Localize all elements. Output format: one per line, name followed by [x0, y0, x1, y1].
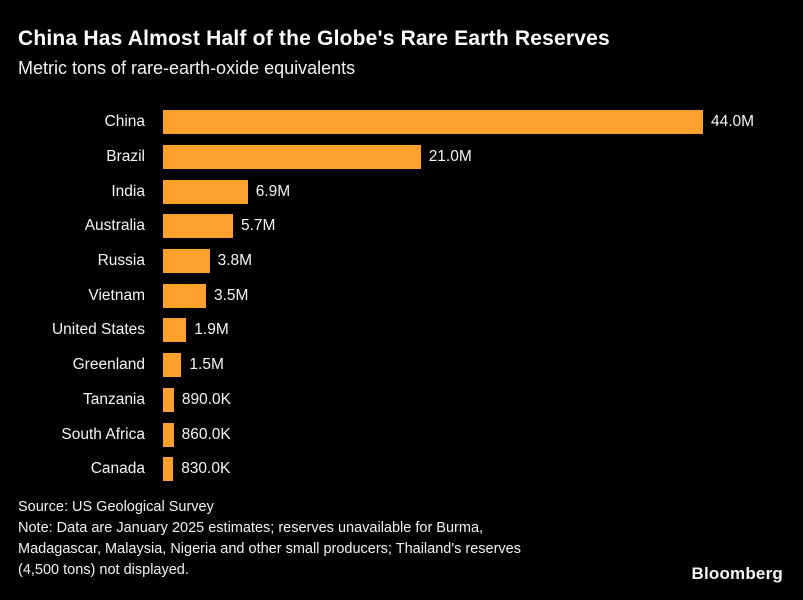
bar — [163, 422, 174, 447]
bar-area: 21.0M — [163, 140, 803, 175]
chart-footer: Source: US Geological Survey Note: Data … — [0, 497, 698, 581]
bar-label: Russia — [97, 252, 145, 270]
bar-area: 1.9M — [163, 313, 803, 348]
bar — [163, 249, 210, 274]
bar-value: 860.0K — [181, 425, 231, 443]
chart-row: Canada 830.0K — [0, 452, 803, 487]
bar-value: 44.0M — [711, 113, 755, 131]
bar — [163, 145, 421, 170]
bar-area: 830.0K — [163, 452, 803, 487]
bar-value: 890.0K — [181, 390, 232, 408]
bar-area: 5.7M — [163, 209, 803, 244]
chart-row: South Africa 860.0K — [0, 417, 803, 452]
footnote: Note: Data are January 2025 estimates; r… — [18, 519, 521, 578]
bar-value: 6.9M — [255, 182, 291, 200]
chart-title: China Has Almost Half of the Globe's Rar… — [18, 27, 610, 50]
bar-area: 1.5M — [163, 348, 803, 383]
bar-label: Greenland — [72, 356, 145, 374]
bar-label: Tanzania — [82, 390, 145, 408]
chart-row: Tanzania 890.0K — [0, 383, 803, 418]
source-note: Source: US Geological Survey — [18, 498, 214, 515]
bar — [163, 110, 703, 135]
bar — [163, 457, 174, 482]
bar-value: 3.5M — [214, 286, 249, 304]
bar-area: 6.9M — [163, 174, 803, 209]
bar-label: South Africa — [61, 425, 145, 443]
bar-value: 3.8M — [217, 252, 253, 270]
chart-subtitle: Metric tons of rare-earth-oxide equivale… — [18, 58, 356, 78]
bar — [163, 387, 174, 412]
bar-label: China — [104, 113, 146, 131]
bar-chart: China 44.0M Brazil 21.0M India 6.9M Aust… — [0, 105, 803, 487]
bar-label: Canada — [90, 460, 145, 478]
chart-row: Vietnam 3.5M — [0, 278, 803, 313]
bar-label: India — [111, 182, 145, 200]
chart-header: China Has Almost Half of the Globe's Rar… — [0, 0, 803, 80]
bloomberg-logo: Bloomberg — [691, 564, 783, 583]
bar — [163, 318, 187, 343]
bar-area: 860.0K — [163, 417, 803, 452]
chart-row: India 6.9M — [0, 174, 803, 209]
bar — [163, 283, 206, 308]
bar-label: Vietnam — [88, 286, 145, 304]
bar-value: 5.7M — [241, 217, 276, 235]
chart-row: China 44.0M — [0, 105, 803, 140]
chart-row: Australia 5.7M — [0, 209, 803, 244]
bar-label: Brazil — [106, 148, 145, 166]
bar-value: 1.5M — [189, 356, 224, 374]
bar-area: 3.5M — [163, 278, 803, 313]
bar-value: 830.0K — [181, 460, 231, 478]
chart-row: Russia 3.8M — [0, 244, 803, 279]
bar-area: 890.0K — [163, 383, 803, 418]
bar-area: 3.8M — [163, 244, 803, 279]
chart-row: Greenland 1.5M — [0, 348, 803, 383]
bar-value: 1.9M — [194, 321, 229, 339]
bar-label: Australia — [84, 217, 145, 235]
chart-row: United States 1.9M — [0, 313, 803, 348]
bar-value: 21.0M — [428, 148, 472, 166]
bar-area: 44.0M — [163, 105, 803, 140]
chart-row: Brazil 21.0M — [0, 140, 803, 175]
bar-label: United States — [51, 321, 145, 339]
bar — [163, 353, 182, 378]
bar — [163, 214, 233, 239]
bar — [163, 179, 248, 204]
